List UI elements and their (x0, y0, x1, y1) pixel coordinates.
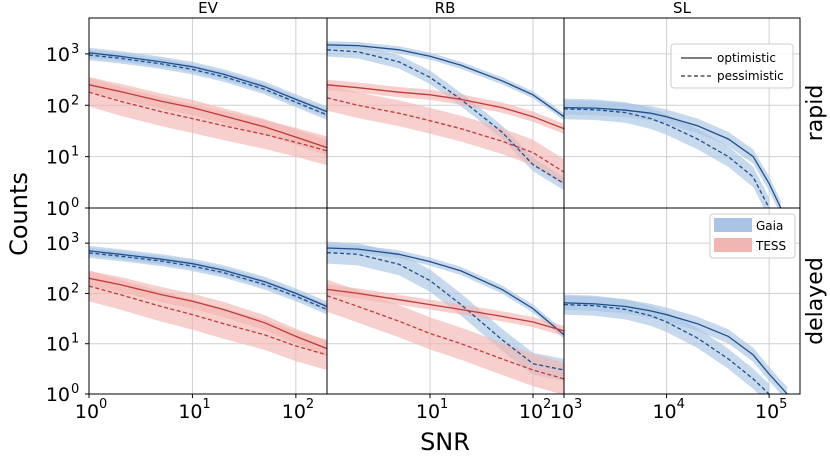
legend-tess-label: TESS (755, 239, 786, 253)
y-tick-label-rapid: 10 (46, 147, 70, 169)
line-rapid-ev-gaia-optimistic (89, 52, 327, 113)
band-delayed-rb-tess-pessimistic (327, 279, 564, 394)
band-rapid-ev-tess-pessimistic (89, 77, 327, 166)
line-rapid-rb-gaia-optimistic (327, 44, 564, 118)
line-rapid-rb-tess-optimistic (327, 84, 564, 130)
x-tick-exponent-sl: 4 (677, 397, 685, 412)
line-delayed-rb-tess-optimistic (327, 288, 564, 332)
y-tick-exponent-rapid: 1 (71, 145, 79, 160)
band-delayed-ev-tess-pessimistic (89, 271, 327, 370)
y-tick-label-rapid: 10 (46, 95, 70, 117)
y-axis-label: Counts (5, 172, 33, 256)
line-layer (89, 44, 788, 394)
y-tick-label-delayed: 10 (46, 233, 70, 255)
line-rapid-ev-gaia-pessimistic (89, 54, 327, 116)
x-tick-label-ev: 10 (75, 401, 99, 423)
band-rapid-rb-tess-optimistic (327, 79, 564, 134)
line-rapid-ev-tess-optimistic (89, 84, 327, 149)
line-rapid-ev-tess-pessimistic (89, 91, 327, 152)
y-tick-exponent-delayed: 0 (71, 382, 79, 397)
line-rapid-sl-gaia-optimistic (564, 106, 782, 208)
line-delayed-ev-gaia-pessimistic (89, 252, 327, 311)
band-delayed-ev-gaia-pessimistic (89, 247, 327, 315)
legend-gaia-swatch (714, 218, 752, 232)
column-title-rb: RB (435, 0, 456, 17)
band-layer (89, 41, 788, 394)
x-tick-exponent-ev: 2 (306, 397, 314, 412)
line-rapid-sl-gaia-pessimistic (564, 108, 770, 208)
line-delayed-rb-gaia-optimistic (327, 247, 564, 336)
line-delayed-sl-gaia-pessimistic (564, 303, 770, 394)
x-tick-label-ev: 10 (178, 401, 202, 423)
x-tick-exponent-ev: 0 (99, 397, 107, 412)
x-tick-exponent-rb: 1 (440, 397, 448, 412)
band-rapid-rb-tess-pessimistic (327, 84, 564, 185)
legend-gaia-label: Gaia (756, 219, 783, 233)
legend-tess-swatch (714, 238, 752, 252)
x-tick-exponent-sl: 3 (574, 397, 582, 412)
column-title-ev: EV (198, 0, 218, 17)
x-tick-exponent-sl: 5 (779, 397, 787, 412)
x-tick-exponent-rb: 2 (543, 397, 551, 412)
x-tick-label-rb: 10 (416, 401, 440, 423)
panel-frames (88, 17, 801, 395)
y-tick-exponent-rapid: 3 (71, 42, 79, 57)
line-delayed-ev-gaia-optimistic (89, 250, 327, 308)
row-label-rapid: rapid (803, 85, 828, 142)
y-tick-exponent-delayed: 2 (71, 281, 79, 296)
line-delayed-ev-tess-optimistic (89, 277, 327, 350)
line-delayed-rb-tess-pessimistic (327, 295, 564, 380)
survey-legend: Gaia TESS (709, 213, 796, 259)
tick-layer: 10 010 110 210 310 010 110 210 310 0 10 1 10 2 10 1 10 21… (46, 42, 788, 423)
row-label-delayed: delayed (803, 257, 828, 345)
band-rapid-rb-gaia-pessimistic (327, 43, 564, 191)
x-tick-exponent-ev: 1 (202, 397, 210, 412)
x-tick-label-ev: 10 (282, 401, 306, 423)
line-style-legend: optimistic pessimistic (670, 43, 794, 89)
band-delayed-rb-gaia-optimistic (327, 244, 564, 339)
line-delayed-ev-tess-pessimistic (89, 285, 327, 356)
y-tick-label-rapid: 10 (46, 198, 70, 220)
y-tick-label-delayed: 10 (46, 283, 70, 305)
y-tick-exponent-rapid: 0 (71, 196, 79, 211)
column-title-sl: SL (673, 0, 692, 17)
legend-pessimistic-label: pessimistic (717, 69, 784, 83)
band-rapid-ev-gaia-pessimistic (89, 49, 327, 120)
y-tick-label-delayed: 10 (46, 334, 70, 356)
y-tick-label-rapid: 10 (46, 44, 70, 66)
x-tick-label-rb: 10 (519, 401, 543, 423)
panel-frame-delayed-sl (563, 207, 801, 395)
y-tick-label-delayed: 10 (46, 384, 70, 406)
line-rapid-rb-gaia-pessimistic (327, 49, 564, 185)
x-tick-label-sl: 10 (550, 401, 574, 423)
y-tick-exponent-rapid: 2 (71, 93, 79, 108)
line-delayed-sl-gaia-optimistic (564, 302, 788, 394)
x-tick-label-sl: 10 (755, 401, 779, 423)
line-delayed-rb-gaia-pessimistic (327, 251, 564, 371)
y-tick-exponent-delayed: 3 (71, 231, 79, 246)
legend-optimistic-label: optimistic (717, 51, 776, 65)
line-legend-box (670, 43, 794, 89)
x-tick-label-sl: 10 (652, 401, 676, 423)
y-tick-exponent-delayed: 1 (71, 332, 79, 347)
x-axis-label: SNR (420, 428, 470, 456)
